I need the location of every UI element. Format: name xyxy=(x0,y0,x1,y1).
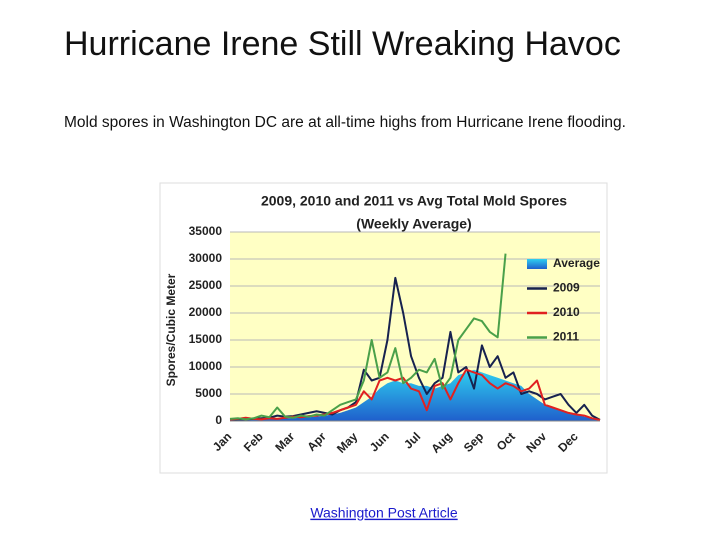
y-tick-label: 0 xyxy=(215,413,222,427)
legend-label: 2011 xyxy=(553,330,579,344)
article-link[interactable]: Washington Post Article xyxy=(310,505,458,521)
chart-subtitle: (Weekly Average) xyxy=(356,216,471,232)
legend-label: 2010 xyxy=(553,305,580,319)
y-tick-label: 25000 xyxy=(189,278,223,292)
legend-label: Average xyxy=(553,256,600,270)
y-tick-label: 15000 xyxy=(189,332,223,346)
legend-swatch xyxy=(527,259,547,269)
chart-title: 2009, 2010 and 2011 vs Avg Total Mold Sp… xyxy=(261,193,567,209)
y-tick-label: 20000 xyxy=(189,305,223,319)
y-tick-label: 30000 xyxy=(189,251,223,265)
area xyxy=(230,369,600,421)
y-tick-label: 10000 xyxy=(189,359,223,373)
legend-label: 2009 xyxy=(553,281,580,295)
y-tick-label: 35000 xyxy=(189,224,223,238)
y-axis-label: Spores/Cubic Meter xyxy=(164,273,178,386)
line xyxy=(229,253,507,421)
slide-title: Hurricane Irene Still Wreaking Havoc xyxy=(64,25,621,63)
y-tick-label: 5000 xyxy=(195,386,222,400)
slide-subtitle: Mold spores in Washington DC are at all-… xyxy=(64,114,626,131)
